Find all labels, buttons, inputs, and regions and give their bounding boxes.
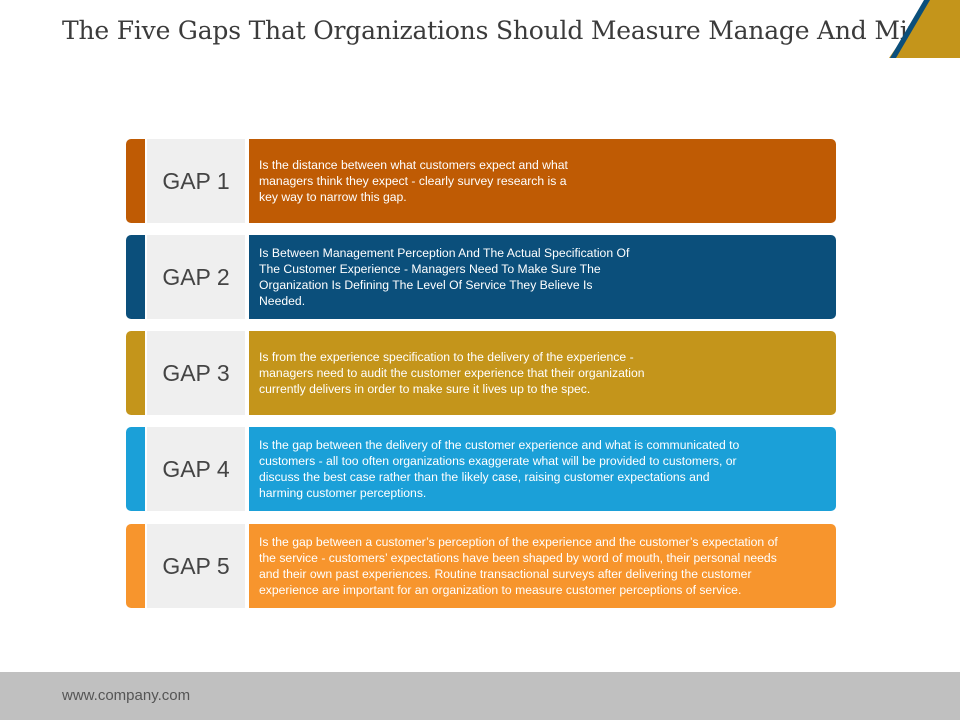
- gap-label: GAP 1: [145, 139, 245, 223]
- gap-description-line: experience are important for an organiza…: [259, 582, 778, 598]
- gap-description-line: Is from the experience specification to …: [259, 349, 645, 365]
- page-title: The Five Gaps That Organizations Should …: [62, 16, 960, 45]
- gap-description: Is the gap between a customer’s percepti…: [249, 524, 836, 608]
- gap-description-line: key way to narrow this gap.: [259, 189, 568, 205]
- gap-description-text: Is the gap between the delivery of the c…: [259, 437, 739, 501]
- gap-description-line: Is the distance between what customers e…: [259, 157, 568, 173]
- gap-description: Is Between Management Perception And The…: [249, 235, 836, 319]
- gap-label: GAP 3: [145, 331, 245, 415]
- gap-description-line: managers need to audit the customer expe…: [259, 365, 645, 381]
- gap-description: Is from the experience specification to …: [249, 331, 836, 415]
- gap-description-line: Is the gap between the delivery of the c…: [259, 437, 739, 453]
- gap-description-text: Is from the experience specification to …: [259, 349, 645, 397]
- gap-label: GAP 5: [145, 524, 245, 608]
- gap-description-line: managers think they expect - clearly sur…: [259, 173, 568, 189]
- gap-row-1: GAP 1 Is the distance between what custom…: [126, 139, 836, 223]
- gap-description-line: Needed.: [259, 293, 629, 309]
- gap-row-5: GAP 5 Is the gap between a customer’s per…: [126, 524, 836, 608]
- gap-description-text: Is the gap between a customer’s percepti…: [259, 534, 778, 598]
- corner-decoration: [886, 0, 960, 58]
- gap-label: GAP 2: [145, 235, 245, 319]
- footer-bar: www.company.com: [0, 672, 960, 720]
- gap-row-4: GAP 4 Is the gap between the delivery of …: [126, 427, 836, 511]
- gap-description-line: The Customer Experience - Managers Need …: [259, 261, 629, 277]
- footer-website: www.company.com: [62, 687, 190, 704]
- gap-description-line: Organization Is Defining The Level Of Se…: [259, 277, 629, 293]
- gap-description-line: harming customer perceptions.: [259, 485, 739, 501]
- gap-description-line: and their own past experiences. Routine …: [259, 566, 778, 582]
- gap-description: Is the gap between the delivery of the c…: [249, 427, 836, 511]
- gap-description-text: Is Between Management Perception And The…: [259, 245, 629, 309]
- gap-description-line: currently delivers in order to make sure…: [259, 381, 645, 397]
- gap-description-line: discuss the best case rather than the li…: [259, 469, 739, 485]
- gap-description-text: Is the distance between what customers e…: [259, 157, 568, 205]
- gap-description-line: customers - all too often organizations …: [259, 453, 739, 469]
- gap-description-line: the service - customers’ expectations ha…: [259, 550, 778, 566]
- gap-description-line: Is Between Management Perception And The…: [259, 245, 629, 261]
- gap-description: Is the distance between what customers e…: [249, 139, 836, 223]
- gap-row-3: GAP 3 Is from the experience specificatio…: [126, 331, 836, 415]
- gap-row-2: GAP 2 Is Between Management Perception An…: [126, 235, 836, 319]
- gap-description-line: Is the gap between a customer’s percepti…: [259, 534, 778, 550]
- gap-label: GAP 4: [145, 427, 245, 511]
